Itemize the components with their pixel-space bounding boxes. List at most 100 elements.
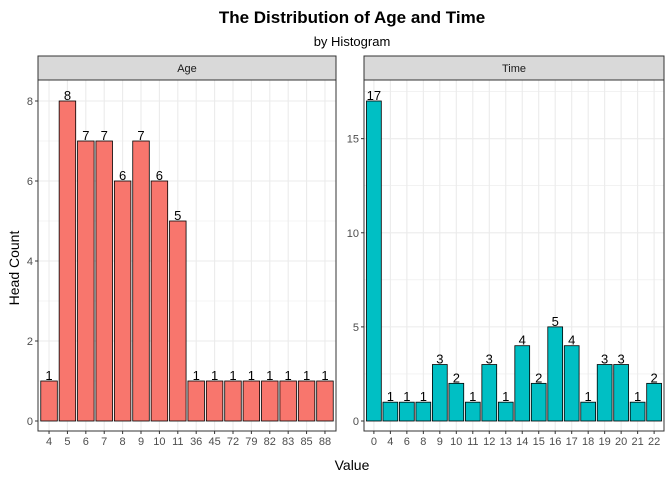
bar [113, 180, 132, 422]
x-tick-label: 8 [120, 436, 126, 448]
x-tick-label: 6 [83, 436, 89, 448]
x-tick-label: 5 [64, 436, 70, 448]
x-tick-label: 16 [549, 436, 561, 448]
bar [530, 382, 547, 422]
data-label: 1 [403, 389, 410, 404]
data-label: 4 [568, 333, 575, 348]
x-tick-label: 4 [46, 436, 52, 448]
x-tick-label: 6 [404, 436, 410, 448]
data-label: 3 [436, 352, 443, 367]
data-label: 1 [585, 389, 592, 404]
x-tick-label: 7 [101, 436, 107, 448]
y-tick-label: 5 [353, 322, 359, 334]
bar [132, 140, 150, 422]
x-tick-label: 13 [500, 436, 512, 448]
bar [242, 380, 261, 422]
x-tick-label: 72 [227, 436, 239, 448]
data-label: 7 [82, 128, 89, 143]
data-label: 2 [650, 370, 657, 385]
x-tick-label: 22 [648, 436, 660, 448]
x-tick-label: 20 [615, 436, 627, 448]
x-tick-label: 11 [467, 436, 478, 448]
data-label: 8 [64, 88, 71, 103]
bar [613, 364, 629, 422]
bar [261, 380, 279, 422]
data-label: 1 [266, 368, 273, 383]
bar [224, 380, 242, 422]
x-tick-label: 19 [599, 436, 611, 448]
data-label: 3 [618, 352, 625, 367]
bar [169, 220, 187, 422]
x-tick-label: 17 [566, 436, 578, 448]
bar [563, 345, 580, 422]
y-tick-label: 2 [27, 336, 33, 348]
data-label: 1 [303, 368, 310, 383]
data-label: 1 [502, 389, 509, 404]
bar [432, 364, 448, 422]
bar [187, 380, 205, 422]
bar [150, 180, 169, 422]
x-tick-label: 85 [300, 436, 312, 448]
bar [399, 401, 415, 422]
data-label: 1 [387, 389, 394, 404]
facet-strip [37, 55, 337, 81]
facet-strip-label: Time [502, 63, 526, 75]
data-label: 7 [137, 128, 144, 143]
x-tick-label: 4 [387, 436, 393, 448]
data-label: 1 [229, 368, 236, 383]
bar [77, 140, 95, 422]
data-label: 17 [367, 88, 381, 103]
bar [514, 345, 531, 422]
x-tick-label: 82 [264, 436, 276, 448]
x-tick-label: 83 [282, 436, 294, 448]
x-tick-label: 10 [153, 436, 165, 448]
data-label: 5 [552, 314, 559, 329]
bar [629, 401, 646, 422]
data-label: 3 [486, 352, 493, 367]
x-tick-label: 36 [190, 436, 202, 448]
data-label: 6 [119, 168, 126, 183]
data-label: 4 [519, 333, 526, 348]
data-label: 3 [601, 352, 608, 367]
bar [366, 100, 382, 422]
bar [297, 380, 316, 422]
x-tick-label: 15 [533, 436, 545, 448]
data-label: 6 [156, 168, 163, 183]
x-tick-label: 8 [420, 436, 426, 448]
bar [497, 401, 514, 422]
data-label: 1 [420, 389, 427, 404]
x-tick-label: 18 [582, 436, 594, 448]
data-label: 1 [193, 368, 200, 383]
data-label: 5 [174, 208, 181, 223]
bar [448, 382, 465, 422]
bar [481, 364, 498, 422]
y-tick-label: 0 [27, 416, 33, 428]
x-tick-label: 9 [138, 436, 144, 448]
x-tick-label: 45 [208, 436, 220, 448]
y-tick-label: 10 [347, 228, 359, 240]
y-tick-label: 6 [27, 176, 33, 188]
data-label: 1 [211, 368, 218, 383]
panel-border [37, 79, 337, 432]
x-tick-label: 21 [632, 436, 644, 448]
bar [415, 401, 432, 422]
bar [464, 401, 481, 422]
x-tick-label: 9 [437, 436, 443, 448]
y-tick-label: 4 [27, 256, 33, 268]
x-tick-label: 88 [319, 436, 331, 448]
facet-strip [363, 55, 665, 81]
bar [547, 326, 564, 422]
bar [40, 380, 58, 422]
chart-title: The Distribution of Age and Time [219, 8, 485, 27]
data-label: 1 [321, 368, 328, 383]
data-label: 1 [248, 368, 255, 383]
facet-strip-label: Age [177, 63, 197, 75]
y-tick-label: 8 [27, 96, 33, 108]
y-tick-label: 0 [353, 416, 359, 428]
bar [596, 364, 613, 422]
data-label: 1 [634, 389, 641, 404]
y-axis-label: Head Count [6, 231, 22, 306]
y-tick-label: 15 [347, 134, 359, 146]
